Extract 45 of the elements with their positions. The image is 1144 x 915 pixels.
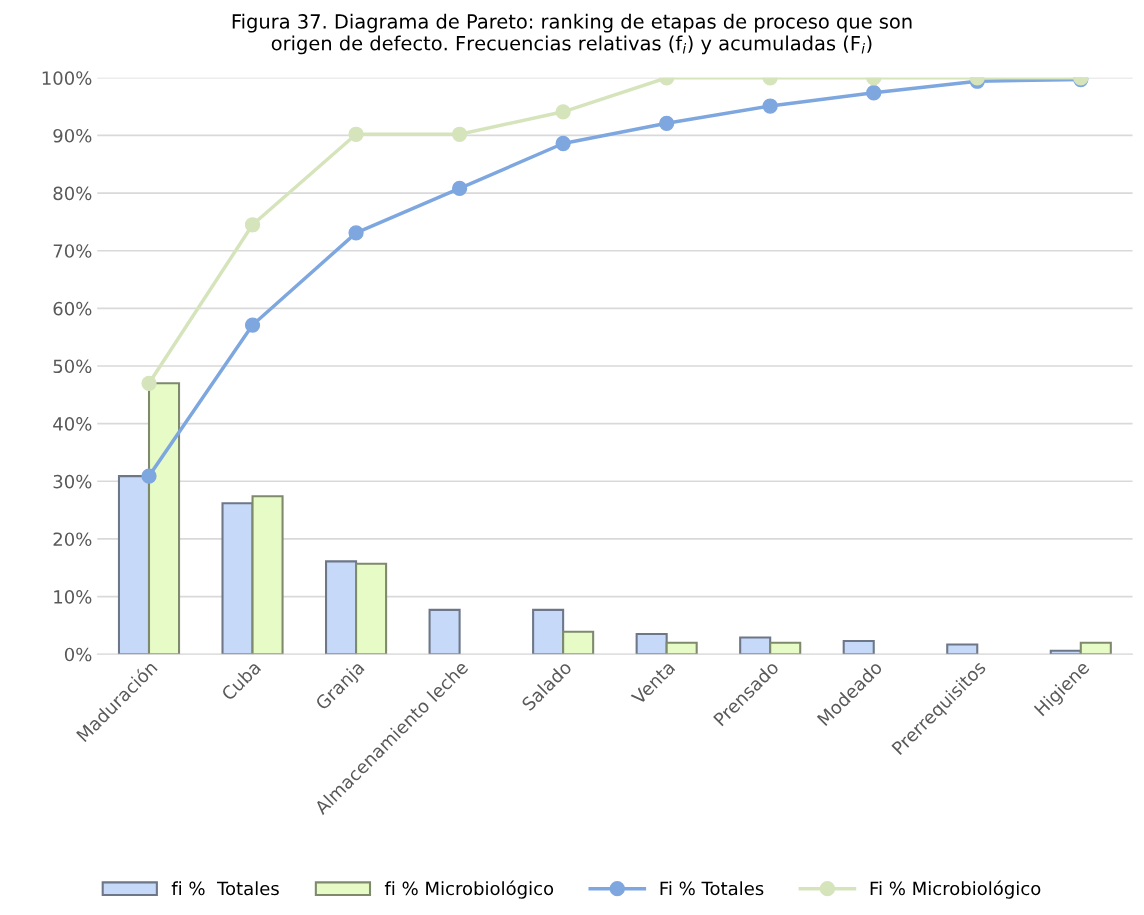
y-tick-label: 40% [53,417,92,431]
bar [635,633,668,655]
point [555,135,571,152]
point [244,217,261,233]
bar [221,502,254,655]
point [244,317,261,333]
legend-label: Fi % Totales [660,881,764,896]
bar [842,639,875,655]
point [348,225,364,241]
y-tick-label: 80% [53,186,92,201]
point [762,98,778,114]
y-tick-label: 70% [53,244,92,258]
bar [532,608,565,655]
bar [1079,641,1112,655]
bar [946,643,979,655]
bar [562,630,595,655]
point [451,126,468,142]
y-tick-label: 60% [53,301,92,316]
point [659,115,675,131]
bar [325,560,358,655]
bar [147,382,181,655]
bar [739,636,772,655]
y-tick-label: 20% [53,532,92,547]
y-tick-label: 100% [42,71,92,85]
y-tick-label: 90% [53,128,92,143]
point [866,85,882,101]
bar [428,608,461,655]
y-tick-label: 30% [53,474,92,489]
bar [769,641,802,655]
point [348,126,364,142]
y-tick-label: 10% [54,590,92,604]
y-tick-label: 50% [53,359,92,374]
point [451,180,468,197]
point [141,375,157,391]
bar [251,495,284,655]
legend-label: Fi % Microbiológico [870,880,1041,899]
bar [665,641,698,655]
legend-label: fi % Microbiológico [384,880,554,899]
point [555,104,571,120]
bar [117,475,151,655]
point [141,468,157,484]
y-tick-label: 0% [64,647,92,662]
chart-title: Figura 37. Diagrama de Pareto: ranking de etapas de proceso que son origen de defecto. Frecuencias relativas (f$_{i}$) y acumuladas (F$_{i}$) [232,13,912,55]
bar [355,562,388,655]
legend-label: fi % Totales [171,881,279,896]
